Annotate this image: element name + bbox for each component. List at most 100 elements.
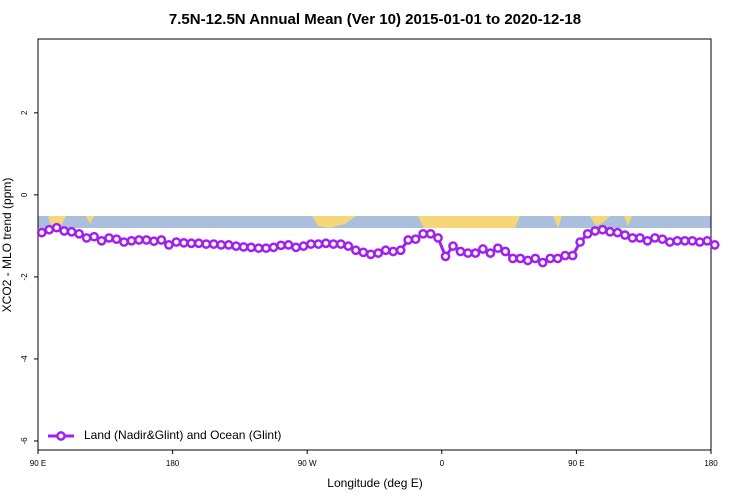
data-point xyxy=(440,251,451,262)
data-point xyxy=(470,248,481,258)
data-point xyxy=(485,248,496,258)
data-point xyxy=(507,253,518,264)
data-point xyxy=(223,240,234,250)
data-point xyxy=(343,241,354,251)
data-point xyxy=(350,245,361,256)
data-point xyxy=(455,246,466,257)
data-point xyxy=(238,242,249,252)
data-point xyxy=(193,238,204,249)
data-point xyxy=(373,248,384,258)
legend-marker xyxy=(56,431,66,441)
data-point xyxy=(590,226,600,236)
data-point xyxy=(463,248,473,258)
data-point xyxy=(522,255,533,266)
data-point xyxy=(395,245,406,256)
data-point xyxy=(81,233,92,243)
data-point xyxy=(44,224,55,235)
data-point xyxy=(679,235,690,246)
data-point xyxy=(119,237,129,247)
data-point xyxy=(328,239,339,249)
data-point xyxy=(365,249,376,260)
data-point xyxy=(694,237,705,247)
data-point xyxy=(306,239,316,249)
data-point xyxy=(575,237,585,247)
data-point xyxy=(126,235,137,246)
data-point xyxy=(567,250,578,261)
data-point xyxy=(149,236,159,247)
y-axis-label: XCO2 - MLO trend (ppm) xyxy=(0,178,14,313)
x-tick-label: 180 xyxy=(166,459,180,468)
data-point xyxy=(478,244,488,254)
data-point xyxy=(642,235,653,246)
data-point xyxy=(89,231,99,242)
data-point xyxy=(702,235,713,246)
data-point xyxy=(500,246,511,257)
data-point xyxy=(545,253,556,264)
data-point xyxy=(582,228,593,239)
y-tick-label: -4 xyxy=(20,355,29,363)
data-point xyxy=(433,233,443,243)
data-point xyxy=(186,238,197,249)
data-point xyxy=(268,242,279,253)
data-point xyxy=(560,250,571,261)
y-tick-label: 0 xyxy=(20,192,29,197)
land-ocean-strip xyxy=(38,216,711,228)
x-axis-label: Longitude (deg E) xyxy=(327,476,422,490)
data-point xyxy=(552,253,563,264)
land-shape xyxy=(48,216,632,228)
x-tick-label: 90 E xyxy=(568,459,584,468)
data-point xyxy=(709,240,720,250)
data-point xyxy=(380,245,391,256)
data-point xyxy=(36,227,47,238)
data-point xyxy=(208,239,219,249)
x-tick-label: 90 E xyxy=(30,459,46,468)
data-point xyxy=(612,227,623,238)
data-point xyxy=(111,234,122,245)
data-point xyxy=(687,235,698,246)
data-point xyxy=(321,238,331,249)
data-point xyxy=(358,247,369,258)
data-point xyxy=(418,228,428,239)
x-tick-label: 180 xyxy=(704,459,718,468)
data-point xyxy=(276,240,286,251)
data-point xyxy=(620,230,630,240)
data-point xyxy=(253,243,264,254)
ocean-band xyxy=(38,216,711,228)
data-point xyxy=(246,242,256,253)
data-point xyxy=(665,237,675,247)
data-point xyxy=(537,257,548,268)
data-point xyxy=(261,243,271,254)
data-point xyxy=(530,253,541,264)
data-point xyxy=(448,241,458,251)
data-point xyxy=(59,226,70,236)
data-point xyxy=(425,228,436,239)
y-tick-label: -6 xyxy=(20,437,29,445)
data-point xyxy=(96,235,107,246)
data-point xyxy=(74,228,84,239)
data-point xyxy=(672,235,683,246)
data-point xyxy=(515,253,526,264)
data-point xyxy=(141,235,152,245)
data-point xyxy=(231,241,242,251)
x-tick-label: 0 xyxy=(440,459,445,468)
data-point xyxy=(134,235,144,245)
data-point xyxy=(635,233,645,243)
y-tick-label: 2 xyxy=(20,110,29,115)
data-point xyxy=(66,226,77,237)
data-point xyxy=(493,243,503,254)
data-point xyxy=(388,246,399,257)
data-point xyxy=(51,222,62,233)
data-point xyxy=(104,233,114,243)
data-point xyxy=(605,226,615,237)
data-point xyxy=(298,241,309,251)
legend-label: Land (Nadir&Glint) and Ocean (Glint) xyxy=(84,428,281,442)
data-point xyxy=(178,238,189,248)
data-point xyxy=(164,240,174,250)
data-point xyxy=(156,235,167,245)
data-point xyxy=(216,240,227,250)
data-point xyxy=(201,239,212,249)
data-point xyxy=(627,233,638,243)
x-tick-label: 90 W xyxy=(298,459,317,468)
data-point xyxy=(336,239,346,249)
